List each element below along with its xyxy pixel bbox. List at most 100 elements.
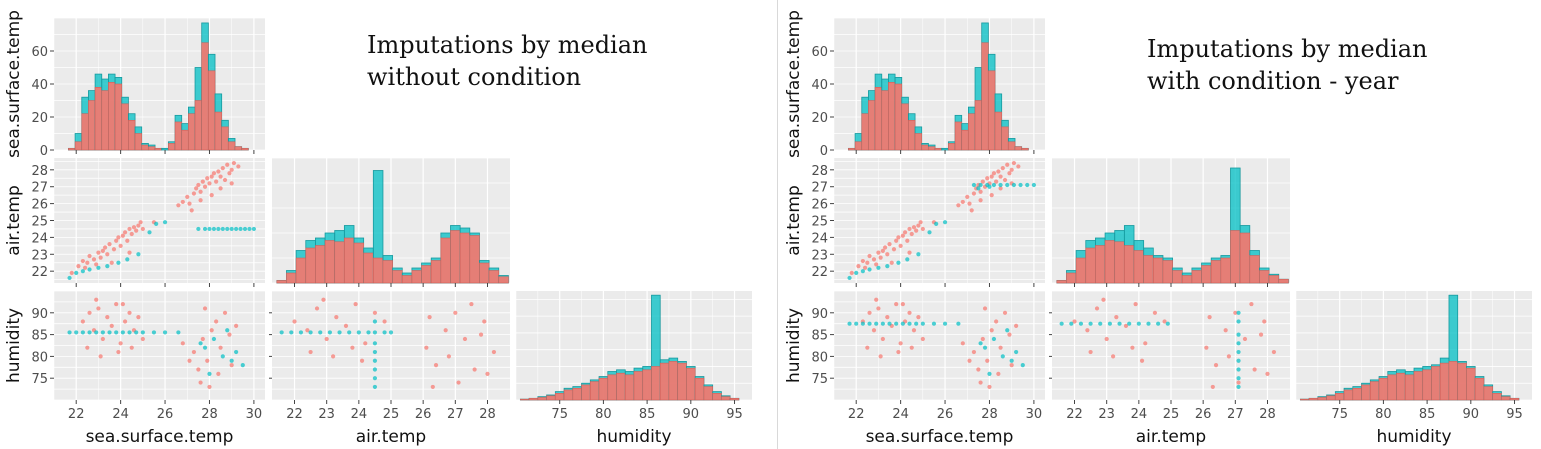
panel-3-2: 22 23 24 25 26 27 28 bbox=[1049, 290, 1290, 422]
point-imputed bbox=[94, 330, 99, 335]
y-tick-label: 60 bbox=[811, 45, 828, 60]
bar-observed bbox=[703, 386, 713, 401]
point-observed bbox=[136, 315, 141, 320]
point-imputed bbox=[1014, 349, 1019, 355]
bar-observed bbox=[921, 144, 929, 151]
point-observed bbox=[120, 301, 125, 307]
point-observed bbox=[1007, 332, 1012, 337]
point-imputed bbox=[120, 330, 125, 335]
point-observed bbox=[1104, 336, 1109, 342]
point-observed bbox=[1130, 345, 1135, 350]
y-tick-label: 40 bbox=[31, 78, 48, 93]
point-observed bbox=[105, 252, 110, 257]
x-variable-label: humidity bbox=[1376, 427, 1451, 447]
point-imputed bbox=[116, 260, 121, 265]
x-tick-label: 90 bbox=[1463, 407, 1480, 422]
point-observed bbox=[218, 345, 223, 350]
point-imputed bbox=[860, 269, 865, 274]
y-tick-label: 85 bbox=[811, 329, 828, 344]
bar-observed bbox=[888, 82, 896, 151]
bar-observed bbox=[221, 126, 229, 151]
bar-observed bbox=[1352, 387, 1362, 401]
point-imputed bbox=[1165, 321, 1170, 326]
point-observed bbox=[1162, 319, 1167, 324]
point-imputed bbox=[372, 319, 378, 324]
y-tick-label: 90 bbox=[31, 307, 48, 322]
point-observed bbox=[967, 201, 972, 206]
annotation-left: Imputations by median without condition bbox=[367, 29, 648, 93]
point-observed bbox=[976, 367, 981, 372]
point-observed bbox=[189, 208, 194, 213]
bar-observed bbox=[1133, 250, 1144, 284]
point-observed bbox=[916, 223, 921, 228]
point-imputed bbox=[207, 226, 212, 232]
panel-3-1: 75 80 85 90 22 24 26 28 30 bbox=[811, 290, 1045, 422]
bar-observed bbox=[589, 381, 600, 401]
x-tick-label: 22 bbox=[1066, 407, 1083, 422]
bar-observed bbox=[1343, 389, 1354, 401]
point-observed bbox=[105, 315, 110, 320]
panel-3-3: 75 80 85 90 95 bbox=[515, 291, 752, 422]
x-tick-label: 75 bbox=[1331, 407, 1348, 422]
point-observed bbox=[94, 262, 99, 267]
point-observed bbox=[446, 354, 451, 359]
bar-observed bbox=[1114, 241, 1125, 284]
x-tick-label: 26 bbox=[937, 407, 954, 422]
point-observed bbox=[916, 315, 921, 320]
bar-observed bbox=[1492, 392, 1502, 401]
point-observed bbox=[862, 265, 868, 270]
bar-observed bbox=[128, 120, 136, 151]
point-imputed bbox=[998, 182, 1003, 188]
bar-observed bbox=[134, 133, 143, 151]
bar-observed bbox=[382, 260, 393, 284]
point-observed bbox=[865, 345, 870, 350]
y-variable-label: sea.surface.temp bbox=[784, 10, 804, 158]
bar-observed bbox=[1457, 362, 1467, 401]
point-observed bbox=[80, 258, 85, 264]
point-imputed bbox=[154, 221, 159, 226]
point-observed bbox=[914, 228, 919, 233]
point-observed bbox=[127, 310, 132, 315]
bar-observed bbox=[108, 82, 116, 151]
point-imputed bbox=[867, 267, 872, 272]
y-tick-label: 24 bbox=[811, 231, 828, 246]
point-observed bbox=[894, 238, 899, 243]
point-observed bbox=[900, 301, 905, 307]
point-imputed bbox=[366, 330, 371, 335]
bar-observed bbox=[961, 129, 969, 151]
point-imputed bbox=[987, 184, 992, 189]
panel-2-2 bbox=[272, 157, 510, 287]
point-imputed bbox=[136, 252, 141, 257]
bar-observed bbox=[1268, 275, 1280, 284]
bar-observed bbox=[861, 113, 869, 151]
bar-observed bbox=[994, 111, 1002, 151]
point-imputed bbox=[1236, 376, 1241, 381]
bar-observed bbox=[968, 113, 976, 151]
bar-observed bbox=[324, 240, 336, 284]
x-tick-label: 22 bbox=[286, 407, 303, 422]
bar-observed bbox=[1104, 240, 1116, 284]
point-observed bbox=[236, 164, 241, 169]
point-observed bbox=[134, 228, 139, 233]
bar-observed bbox=[874, 87, 883, 151]
bar-observed bbox=[572, 387, 582, 401]
point-imputed bbox=[914, 321, 919, 326]
bar-observed bbox=[1008, 141, 1016, 151]
point-observed bbox=[216, 371, 221, 376]
bar-observed bbox=[1387, 374, 1397, 401]
bar-observed bbox=[188, 113, 196, 151]
point-imputed bbox=[900, 321, 905, 326]
bar-observed bbox=[295, 257, 307, 284]
bar-observed bbox=[651, 366, 661, 401]
x-tick-label: 24 bbox=[351, 407, 368, 422]
bar-observed bbox=[1075, 257, 1087, 284]
point-imputed bbox=[229, 226, 234, 232]
y-variable-label: air.temp bbox=[4, 185, 24, 255]
y-tick-label: 60 bbox=[31, 45, 48, 60]
bar-observed bbox=[74, 141, 83, 151]
point-imputed bbox=[1020, 363, 1025, 368]
bar-observed bbox=[228, 141, 236, 151]
bar-observed bbox=[1162, 260, 1173, 284]
x-tick-label: 27 bbox=[447, 407, 464, 422]
